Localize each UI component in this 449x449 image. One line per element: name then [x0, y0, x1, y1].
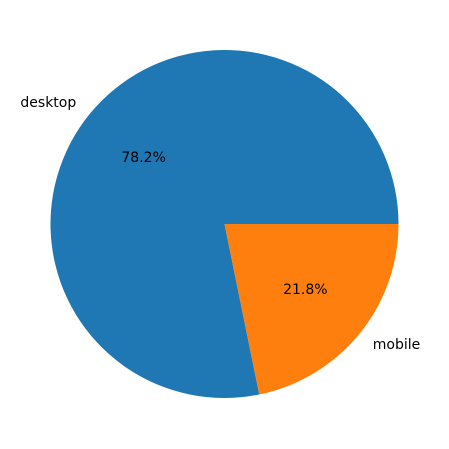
pie-slice-desktop	[50, 50, 399, 398]
pie-slices	[50, 50, 399, 398]
pie-percent-label-desktop: 78.2%	[121, 150, 165, 166]
pie-category-label-desktop: desktop	[20, 95, 76, 111]
pie-labels: 78.2% desktop 21.8% mobile	[20, 95, 420, 353]
pie-category-label-mobile: mobile	[373, 337, 420, 353]
pie-percent-label-mobile: 21.8%	[283, 282, 327, 298]
pie-slice-mobile	[224, 224, 399, 395]
